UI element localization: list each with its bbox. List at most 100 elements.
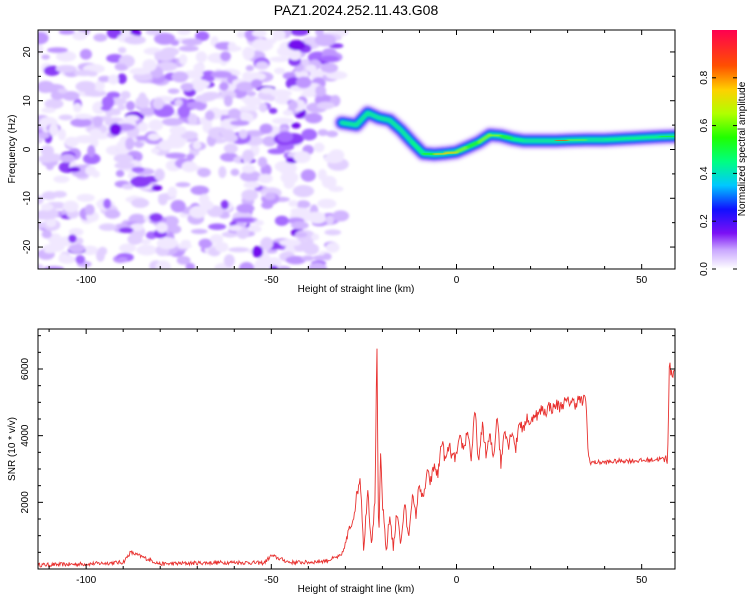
ridge-hotspot [488,133,503,137]
noise-blob [137,121,149,133]
noise-blob [41,191,57,200]
noise-blob [180,82,195,92]
noise-blob [167,88,180,94]
snr-frame [37,328,676,570]
noise-blob [242,71,253,81]
noise-blob [106,30,122,39]
spectrogram-y-tick-label: 10 [22,95,33,107]
noise-blob [84,204,95,216]
noise-blob [45,218,57,228]
noise-blob [121,183,135,190]
noise-blob [236,81,255,92]
noise-blob [269,56,290,63]
snr-x-tick-label: -100 [76,575,96,586]
noise-blob [62,200,79,213]
noise-blob [320,62,339,74]
spectrogram-y-tick-label: 20 [22,46,33,58]
noise-blob [208,223,227,231]
noise-blob [189,205,207,219]
spectrogram-y-tick-label: -20 [22,239,33,254]
noise-blob [117,104,126,111]
noise-blob [239,261,255,269]
snr-y-tick-label: 2000 [20,491,31,514]
noise-blob [174,98,183,107]
noise-blob [187,113,199,126]
spectrogram-heatmap [38,30,675,269]
noise-blob [312,255,328,261]
noise-blob [190,228,208,234]
noise-blob [149,213,163,222]
noise-blob [151,185,163,191]
noise-blob [274,67,286,75]
noise-blob [181,161,198,173]
noise-blob [109,123,122,136]
noise-blob [124,35,146,45]
noise-blob [199,193,210,206]
noise-blob [44,98,64,110]
noise-blob [68,227,84,237]
noise-blob [295,76,312,89]
ridge-hotspot [466,141,480,149]
noise-blob [260,237,274,250]
noise-blob [285,255,306,265]
noise-blob [152,97,165,110]
noise-blob [301,255,314,262]
noise-blob [124,114,140,122]
noise-blob [47,241,65,252]
noise-blob [284,173,296,179]
noise-blob [223,254,235,267]
ridge-hotspot [603,137,625,141]
noise-blob [310,233,320,241]
noise-blob [178,54,188,65]
noise-blob [72,31,88,41]
noise-blob [57,128,67,141]
noise-blob [301,128,318,141]
noise-blob [38,132,50,139]
noise-blob [254,258,272,269]
noise-blob [254,220,264,226]
noise-blob [239,170,262,182]
ridge-hotspot [443,150,458,155]
noise-blob [148,119,164,131]
noise-blob [178,45,199,52]
noise-blob [108,74,119,85]
noise-blob [181,38,203,46]
noise-blob [156,237,178,250]
noise-blob [47,47,68,54]
noise-blob [315,85,327,97]
noise-blob [218,166,227,179]
noise-blob [257,156,268,168]
noise-blob [313,142,325,153]
noise-blob [59,154,76,163]
noise-blob [305,64,317,73]
noise-blob [157,193,168,206]
noise-blob [296,200,311,209]
noise-blob [250,79,263,89]
noise-blob [58,114,73,121]
noise-blob [53,175,70,183]
noise-blob [258,173,273,184]
spectrogram-y-tick-label: 0 [22,146,33,152]
snr-x-label: Height of straight line (km) [298,584,415,595]
noise-blob [118,227,134,234]
noise-blob [177,30,191,36]
noise-blob [204,110,215,121]
noise-blob [74,237,84,245]
colorbar-tick-label: 0.2 [699,214,710,228]
noise-blob [326,130,339,138]
noise-blob [38,31,49,45]
noise-blob [291,122,301,129]
noise-blob [127,172,136,180]
noise-blob [125,101,136,111]
noise-blob [67,166,81,173]
noise-blob [193,63,205,73]
snr-axes: -100 -50 0 50 2000 4000 6000 [20,329,675,586]
noise-blob [171,71,189,83]
noise-blob [116,63,127,71]
noise-blob [323,153,344,164]
colorbar-tick-label: 0.8 [699,70,710,84]
noise-blob [223,95,233,107]
noise-blob [155,260,171,269]
